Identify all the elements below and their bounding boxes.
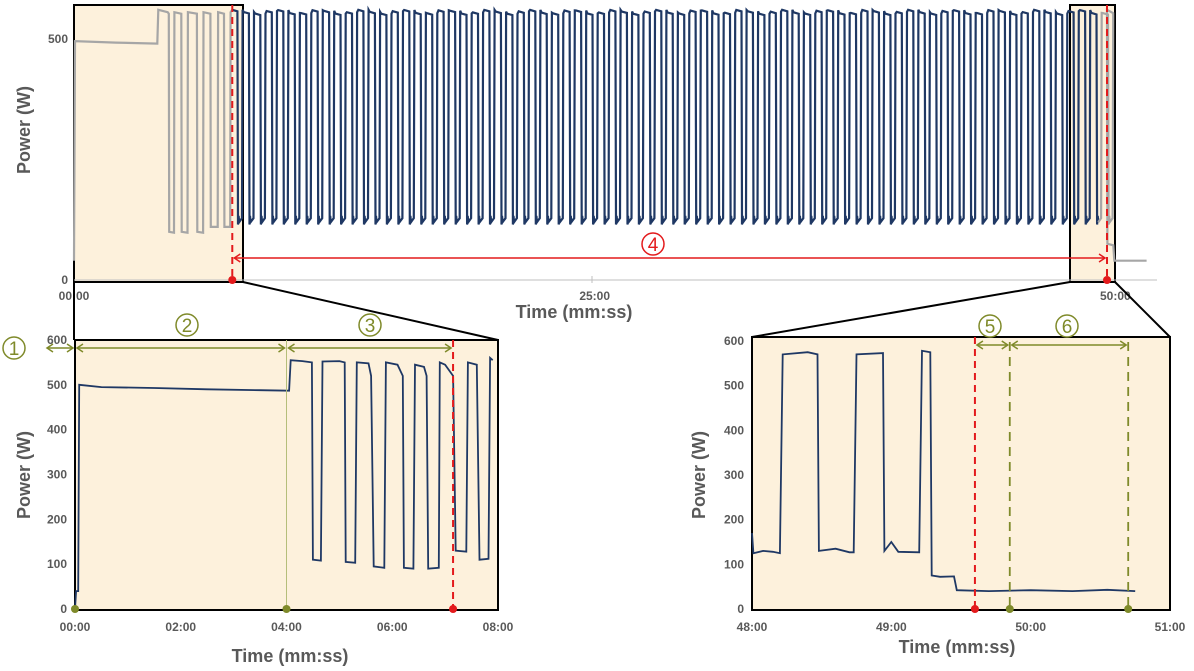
br-arrowhead-right-6: [1119, 340, 1128, 350]
bl-x-tick-label: 00:00: [60, 620, 91, 634]
br-x-tick-label: 48:00: [737, 620, 768, 634]
bl-x-axis-title: Time (mm:ss): [232, 646, 349, 666]
zoom-connectors: [73, 281, 1171, 341]
phase-marker-5-circle: [978, 314, 1002, 338]
br-y-tick-label: 400: [724, 423, 744, 437]
br-x-tick-label: 50:00: [1015, 620, 1046, 634]
br-y-tick-label: 0: [737, 602, 744, 616]
top-series: [72, 5, 1147, 262]
br-x-tick-label: 49:00: [876, 620, 907, 634]
top-annotation-4: 4: [228, 5, 1112, 284]
br-red-dot: [970, 605, 979, 613]
bl-x-tick-label: 08:00: [483, 620, 514, 634]
top-x-axis-title: Time (mm:ss): [516, 302, 633, 322]
phase-marker-1-label: 1: [9, 339, 20, 360]
bl-ticks: 0 100 200 300 400 500 600 00:00 02:00 04:00 06:00 0…: [47, 333, 514, 634]
bl-y-tick-label: 600: [47, 333, 67, 347]
bl-green-dot: [282, 605, 291, 613]
phase-marker-1-circle: [2, 336, 26, 360]
bl-y-tick-label: 400: [47, 423, 67, 437]
br-arrowhead-left-6: [1010, 340, 1019, 350]
br-y-axis-title: Power (W): [689, 431, 709, 519]
top-arrowhead-right: [1098, 253, 1107, 263]
phase-marker-3-circle: [358, 313, 382, 337]
top-red-dot: [1103, 276, 1112, 284]
bl-y-tick-label: 500: [47, 378, 67, 392]
bl-arrowhead-right-1: [66, 343, 75, 353]
bl-x-tick-label: 02:00: [165, 620, 196, 634]
phase-marker-4-label: 4: [648, 235, 659, 256]
br-green-dot: [1124, 605, 1133, 613]
br-series: [751, 349, 1136, 593]
br-green-dot: [1005, 605, 1014, 613]
top-y-tick-label: 500: [48, 32, 68, 46]
br-arrowhead-left-5: [975, 340, 984, 350]
br-arrowhead-right-5: [1001, 340, 1010, 350]
br-ticks: 0 100 200 300 400 500 600 48:00 49:00 50:00 51:00: [724, 334, 1186, 634]
bl-series: [74, 355, 494, 610]
bottom-left-panel: 0 100 200 300 400 500 600 00:00 02:00 04:00 06:00 0…: [2, 313, 514, 666]
bl-arrowhead-left-3: [287, 343, 295, 353]
right-zoom-connector-a: [751, 281, 1071, 338]
top-y-tick-label: 0: [61, 273, 68, 287]
phase-marker-2-circle: [175, 313, 199, 337]
phase-marker-6-label: 6: [1062, 317, 1073, 338]
br-y-tick-label: 200: [724, 513, 744, 527]
bl-arrowhead-right-2: [278, 343, 286, 353]
bl-green-dot: [71, 605, 79, 613]
phase-marker-6-circle: [1055, 314, 1079, 338]
top-series-line: [72, 8, 234, 261]
bl-x-tick-label: 06:00: [377, 620, 408, 634]
phase-marker-3-label: 3: [365, 316, 376, 337]
bl-series-line: [74, 355, 494, 610]
top-x-tick-label: 25:00: [579, 289, 610, 303]
bl-arrowhead-right-3: [444, 343, 453, 353]
top-y-axis-title: Power (W): [14, 86, 34, 174]
br-y-tick-label: 600: [724, 334, 744, 348]
top-arrowhead-left: [232, 253, 241, 263]
br-x-tick-label: 51:00: [1155, 620, 1186, 634]
br-series-line: [751, 349, 1136, 593]
bl-y-tick-label: 200: [47, 512, 67, 526]
bl-arrowhead-left-1: [45, 343, 54, 353]
bl-annotations: 1 2 3: [2, 313, 458, 613]
phase-marker-4-circle: [641, 232, 665, 256]
br-y-tick-label: 300: [724, 468, 744, 482]
top-x-tick-label: 50:00: [1100, 289, 1131, 303]
phase-marker-5-label: 5: [985, 317, 996, 338]
bl-y-tick-label: 300: [47, 468, 67, 482]
br-frame: [751, 336, 1171, 611]
phase-marker-2-label: 2: [182, 316, 193, 337]
br-y-tick-label: 500: [724, 379, 744, 393]
br-plot-area: [752, 337, 1170, 610]
bl-y-tick-label: 100: [47, 557, 67, 571]
top-red-dot: [228, 276, 237, 284]
br-x-axis-title: Time (mm:ss): [899, 637, 1016, 657]
top-shade-left: [73, 4, 244, 283]
right-zoom-connector-b: [1114, 281, 1171, 338]
bl-y-axis-title: Power (W): [14, 431, 34, 519]
bl-arrowhead-left-2: [75, 343, 84, 353]
left-zoom-connector-b: [242, 281, 499, 341]
bl-y-tick-label: 0: [60, 602, 67, 616]
bl-x-tick-label: 04:00: [271, 620, 302, 634]
bl-red-dot: [449, 605, 458, 613]
top-series-line: [1097, 7, 1147, 262]
br-y-tick-label: 100: [724, 557, 744, 571]
top-series-line: [231, 5, 1100, 226]
